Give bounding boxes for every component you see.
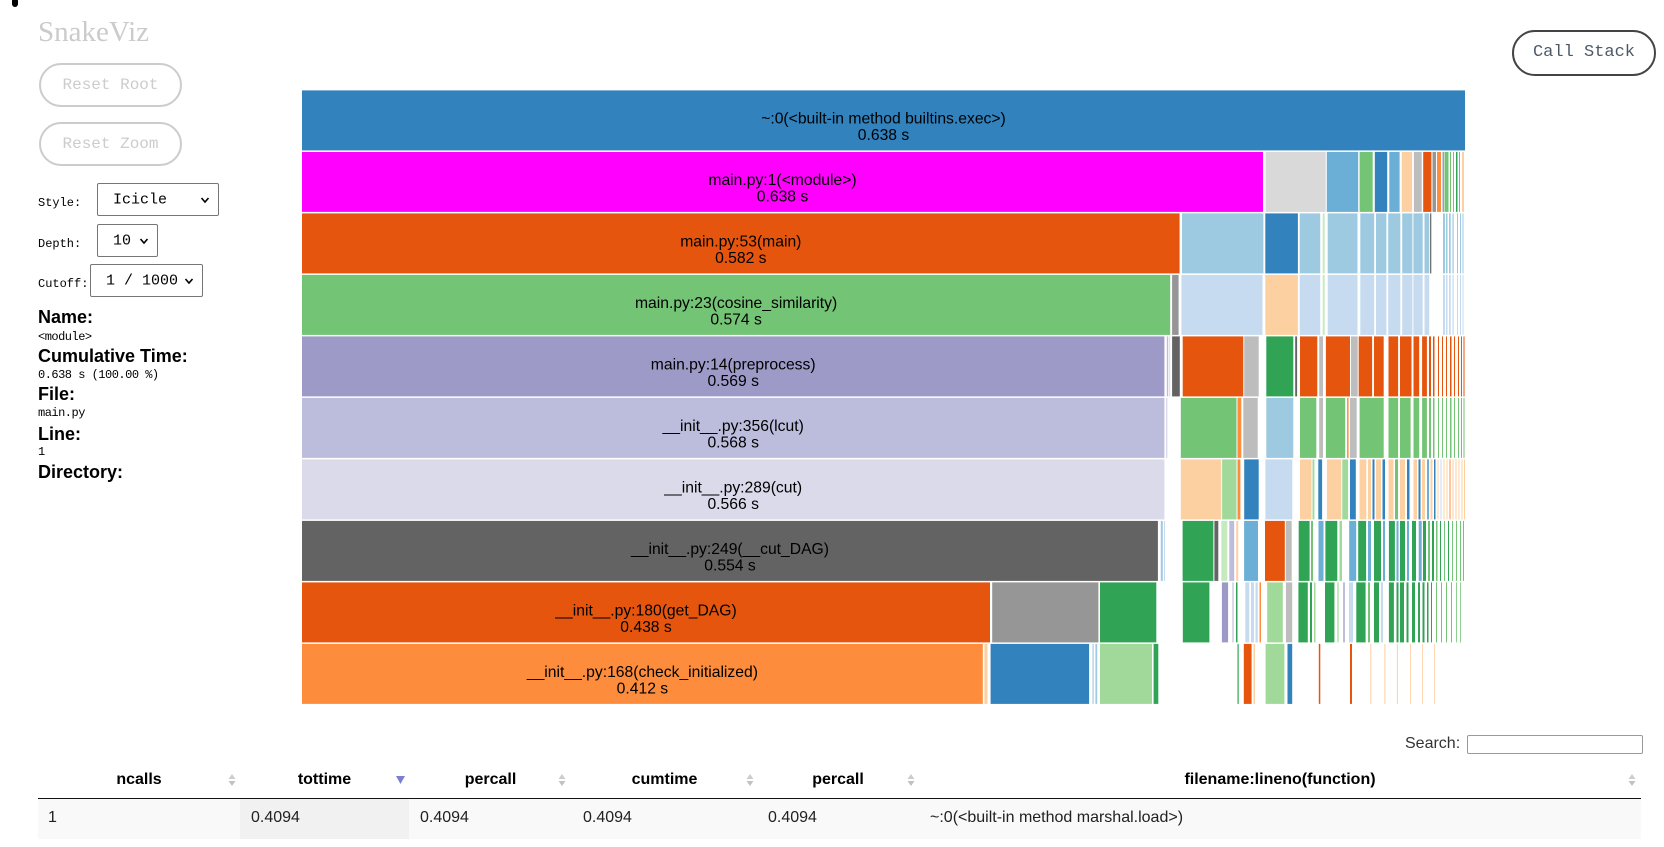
svg-text:__init__.py:168(check_initiali: __init__.py:168(check_initialized): [526, 664, 758, 681]
svg-text:main.py:53(main): main.py:53(main): [680, 233, 801, 250]
svg-text:0.582 s: 0.582 s: [715, 250, 767, 267]
svg-text:main.py:14(preprocess): main.py:14(preprocess): [651, 356, 816, 373]
svg-text:0.554 s: 0.554 s: [704, 557, 756, 574]
svg-text:__init__.py:249(__cut_DAG): __init__.py:249(__cut_DAG): [630, 541, 829, 558]
svg-text:0.412 s: 0.412 s: [617, 680, 669, 697]
svg-text:0.638 s: 0.638 s: [757, 188, 809, 205]
svg-text:__init__.py:289(cut): __init__.py:289(cut): [663, 479, 802, 496]
svg-text:0.638 s: 0.638 s: [858, 127, 910, 144]
svg-text:0.568 s: 0.568 s: [707, 434, 759, 451]
svg-text:0.574 s: 0.574 s: [710, 311, 762, 328]
svg-text:0.438 s: 0.438 s: [620, 619, 672, 636]
svg-text:~:0(<built-in method builtins.: ~:0(<built-in method builtins.exec>): [761, 110, 1006, 127]
svg-text:__init__.py:356(lcut): __init__.py:356(lcut): [662, 418, 804, 435]
svg-text:0.566 s: 0.566 s: [707, 496, 759, 513]
svg-text:main.py:23(cosine_similarity): main.py:23(cosine_similarity): [635, 295, 837, 312]
svg-text:0.569 s: 0.569 s: [707, 373, 759, 390]
svg-text:main.py:1(<module>): main.py:1(<module>): [708, 172, 856, 189]
svg-text:__init__.py:180(get_DAG): __init__.py:180(get_DAG): [554, 602, 736, 619]
